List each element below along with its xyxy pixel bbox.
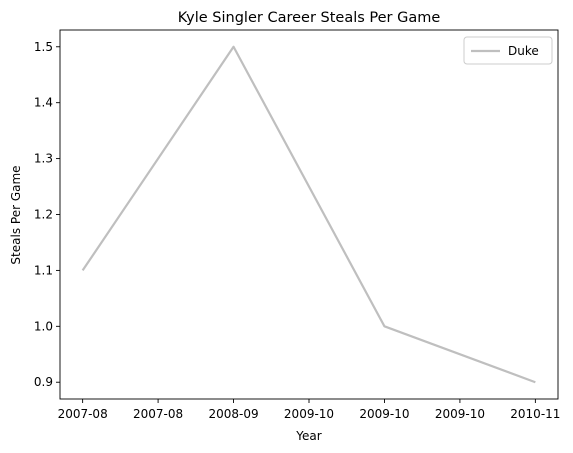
x-tick-label: 2008-09 [208,407,258,421]
x-tick-label: 2007-08 [58,407,108,421]
plot-area: 0.9 1.0 1.1 1.2 1.3 1.4 1.5 2007-08 2007-08 2008-… [34,29,560,421]
y-tick-label: 1.1 [34,263,53,277]
y-tick-label: 1.4 [34,96,53,110]
x-axis-label: Year [295,429,321,443]
y-tick-label: 1.3 [34,152,53,166]
chart-title: Kyle Singler Career Steals Per Game [178,10,441,26]
legend-box [463,36,553,65]
axes-frame [59,29,559,400]
y-tick-label: 1.0 [34,319,53,333]
y-tick-label: 0.9 [34,375,53,389]
x-tick-label: 2007-08 [133,407,183,421]
x-tick-label: 2009-10 [284,407,334,421]
y-tick-label: 1.2 [34,208,53,222]
series-line-duke [81,45,536,384]
legend-label: Duke [508,44,539,58]
x-tick-label: 2009-10 [359,407,409,421]
x-tick-label: 2009-10 [435,407,485,421]
x-tick-label: 2010-11 [510,407,560,421]
y-tick-label: 1.5 [34,40,53,54]
y-axis-label: Steals Per Game [9,165,23,264]
